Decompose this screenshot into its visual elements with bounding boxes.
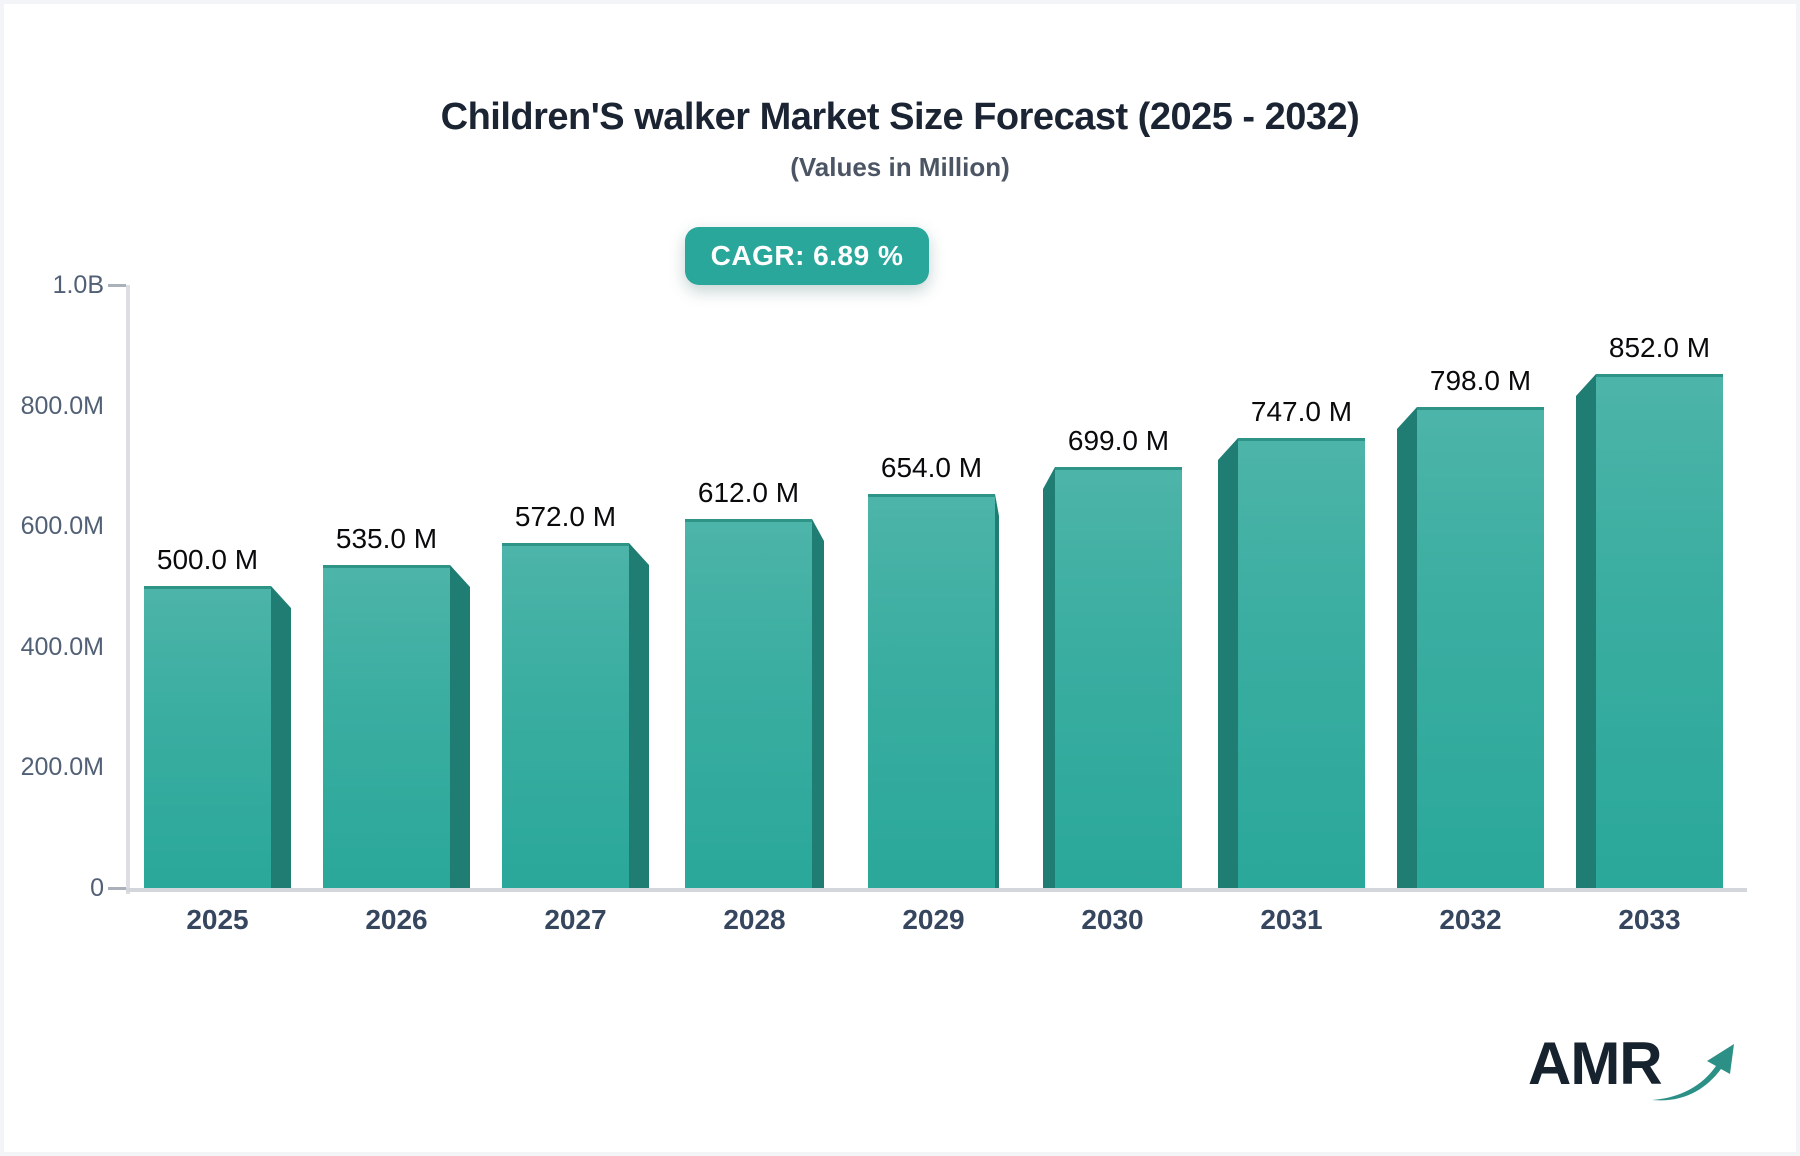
chart-title: Children'S walker Market Size Forecast (… xyxy=(440,96,1360,138)
cagr-badge: CAGR: 6.89 % xyxy=(685,227,929,285)
x-axis-label-2026: 2026 xyxy=(365,904,428,935)
bar-3d-side xyxy=(271,586,291,888)
x-axis-label-2027: 2027 xyxy=(544,904,607,935)
bar-2030 xyxy=(1055,467,1182,888)
bar-2029 xyxy=(868,494,995,888)
bar-3d-side xyxy=(995,494,999,888)
chart-subtitle: (Values in Million) xyxy=(790,152,1010,182)
y-axis-tick-label: 1.0B xyxy=(52,271,104,299)
bar-group-2025: 500.0 M 2025 xyxy=(128,285,307,935)
bar-2032 xyxy=(1417,407,1544,888)
x-axis-label-2025: 2025 xyxy=(186,904,249,935)
bar-group-2026: 535.0 M 2026 xyxy=(307,285,486,935)
bar-value-label: 654.0 M xyxy=(880,452,983,483)
x-axis-line xyxy=(126,888,1747,892)
bar-3d-side xyxy=(812,519,824,888)
bar-group-2029: 654.0 M 2029 xyxy=(844,285,1023,935)
bar-3d-side xyxy=(1043,467,1055,888)
y-axis-tick-label: 400.0M xyxy=(20,632,104,661)
bar-2031 xyxy=(1238,438,1365,888)
bar-group-2031: 747.0 M 2031 xyxy=(1202,285,1381,935)
x-axis-label-2028: 2028 xyxy=(723,904,786,935)
bar-3d-side xyxy=(1218,438,1238,888)
bar-3d-side xyxy=(1397,407,1417,888)
bar-value-label: 500.0 M xyxy=(156,544,259,575)
bar-3d-side xyxy=(629,543,649,888)
y-axis-tick-label: 800.0M xyxy=(20,391,104,420)
plot-area: 500.0 M 2025 535.0 M 2026 572.0 M 2027 612.0 M… xyxy=(126,285,1747,935)
bar-2028 xyxy=(685,519,812,888)
amr-logo: AMR xyxy=(1528,1034,1750,1110)
bar-value-label: 852.0 M xyxy=(1608,332,1711,363)
bar-value-label: 612.0 M xyxy=(697,477,800,508)
bar-group-2027: 572.0 M 2027 xyxy=(486,285,665,935)
y-axis-tick-mark xyxy=(108,284,126,287)
amr-logo-arrow-icon xyxy=(1651,1044,1734,1101)
bar-group-2030: 699.0 M 2030 xyxy=(1023,285,1202,935)
bar-2026 xyxy=(323,565,450,888)
x-axis-label-2031: 2031 xyxy=(1260,904,1323,935)
bar-value-label: 572.0 M xyxy=(514,501,617,532)
bar-group-2033: 852.0 M 2033 xyxy=(1560,285,1739,935)
y-axis-tick-label: 0 xyxy=(90,874,104,902)
bar-value-label: 798.0 M xyxy=(1429,365,1532,396)
bar-3d-side xyxy=(1576,374,1596,888)
bar-2025 xyxy=(144,586,271,888)
bar-2033 xyxy=(1596,374,1723,888)
bar-group-2032: 798.0 M 2032 xyxy=(1381,285,1560,935)
chart-card: Children'S walker Market Size Forecast (… xyxy=(4,4,1796,1152)
amr-logo-text: AMR xyxy=(1528,1030,1663,1097)
bar-value-label: 535.0 M xyxy=(335,523,438,554)
x-axis-label-2033: 2033 xyxy=(1618,904,1681,935)
bar-value-label: 747.0 M xyxy=(1250,396,1353,427)
y-axis-tick-label: 200.0M xyxy=(20,753,104,782)
bar-2027 xyxy=(502,543,629,888)
bar-value-label: 699.0 M xyxy=(1067,425,1170,456)
y-axis-tick-mark xyxy=(108,887,126,890)
y-axis-line xyxy=(126,285,130,894)
x-axis-label-2032: 2032 xyxy=(1439,904,1502,935)
y-axis-tick-label: 600.0M xyxy=(20,512,104,541)
bar-3d-side xyxy=(450,565,470,888)
x-axis-label-2029: 2029 xyxy=(902,904,965,935)
x-axis-label-2030: 2030 xyxy=(1081,904,1144,935)
bar-group-2028: 612.0 M 2028 xyxy=(665,285,844,935)
